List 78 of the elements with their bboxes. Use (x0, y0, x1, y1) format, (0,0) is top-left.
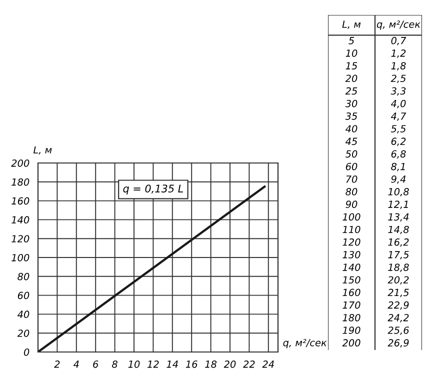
text: 1,8 (391, 62, 406, 70)
y-tick-label: 40 (17, 310, 30, 318)
text: 10,8 (388, 188, 409, 196)
text: 2,5 (390, 74, 406, 84)
text: q, м²/сек (376, 20, 420, 30)
y-tick-label: 100 (12, 254, 30, 262)
y-tick-label: 200 (11, 159, 30, 167)
x-tick-label: 12 (147, 360, 159, 368)
category-label: 10 (346, 50, 358, 57)
y-tick-label: 140 (12, 216, 30, 224)
category-label: 110 (342, 226, 360, 234)
category-label: 20 (345, 74, 358, 82)
text: 16,2 (388, 238, 409, 247)
category-label: 35 (345, 112, 358, 120)
y-tick-label: 80 (18, 272, 30, 280)
category-label: 30 (345, 100, 358, 108)
category-label: 15 (346, 62, 358, 70)
text: 20,2 (388, 276, 409, 285)
y-tick-label: 120 (12, 235, 30, 242)
x-tick-label: 14 (166, 360, 178, 368)
category-label: 25 (345, 87, 358, 95)
y-tick-label: 180 (12, 178, 30, 186)
x-axis-title: q, м²/сек (283, 338, 327, 348)
category-label: 200 (342, 339, 360, 347)
text: 1,2 (391, 50, 406, 58)
y-tick-label: 160 (12, 197, 30, 205)
category-label: 180 (342, 314, 360, 322)
text: L, м (342, 20, 361, 29)
text: 8,1 (391, 162, 405, 172)
x-tick-label: 22 (243, 360, 255, 368)
category-label: 160 (342, 288, 360, 296)
x-tick-label: 16 (186, 360, 198, 368)
annotation: q = 0,135 L (123, 184, 184, 194)
text: 18,8 (388, 264, 409, 272)
x-tick-label: 6 (93, 360, 98, 368)
text: 6,2 (391, 138, 406, 146)
category-label: 60 (346, 162, 358, 170)
x-tick-label: 2 (54, 360, 60, 368)
text: 21,5 (388, 288, 409, 298)
category-label: 80 (346, 188, 358, 196)
text: 25,6 (388, 326, 409, 335)
category-label: 90 (346, 200, 358, 208)
text: 24,2 (388, 314, 409, 322)
category-label: 100 (342, 213, 360, 221)
category-label: 170 (342, 301, 360, 309)
text: 4,0 (390, 100, 406, 108)
x-tick-label: 4 (73, 360, 79, 368)
y-axis-title: L, м (33, 146, 52, 155)
text: 5,5 (390, 125, 406, 134)
x-tick-label: 8 (112, 360, 118, 368)
category-label: 40 (345, 125, 358, 132)
text: 3,3 (390, 87, 406, 96)
category-label: 70 (346, 175, 358, 183)
x-tick-label: 20 (224, 360, 236, 368)
text: 9,4 (391, 175, 406, 184)
x-tick-label: 24 (262, 360, 274, 368)
text: 0,7 (391, 36, 406, 46)
y-tick-label: 20 (17, 330, 30, 337)
text: 12,1 (388, 200, 408, 209)
text: 4,7 (390, 112, 406, 121)
text: 6,8 (391, 150, 406, 159)
category-label: 50 (346, 150, 358, 158)
category-label: 45 (345, 138, 358, 146)
y-tick-label: 60 (18, 292, 30, 300)
category-label: 190 (342, 326, 360, 334)
category-label: 140 (342, 264, 360, 271)
x-tick-label: 10 (128, 360, 140, 368)
y-tick-label: 0 (24, 348, 30, 356)
category-label: 120 (342, 238, 360, 246)
text: 17,5 (388, 251, 409, 260)
category-label: 5 (348, 37, 354, 44)
text: 26,9 (388, 339, 409, 348)
category-label: 130 (342, 251, 360, 258)
category-label: 150 (342, 276, 360, 284)
text: 13,4 (388, 213, 409, 222)
x-tick-label: 18 (205, 360, 217, 368)
text: 22,9 (388, 301, 409, 310)
text: 14,8 (388, 226, 409, 234)
